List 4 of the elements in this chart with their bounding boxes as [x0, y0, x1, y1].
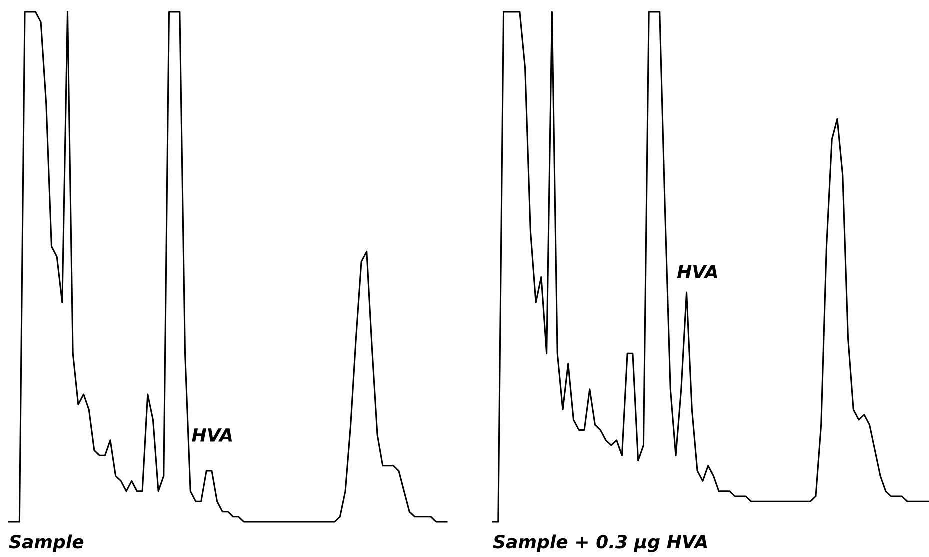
- annotation: HVA: [192, 428, 232, 442]
- annotation: HVA: [677, 265, 718, 279]
- text: Sample + 0.3 µg HVA: [493, 534, 708, 552]
- text: Sample: [9, 534, 84, 552]
